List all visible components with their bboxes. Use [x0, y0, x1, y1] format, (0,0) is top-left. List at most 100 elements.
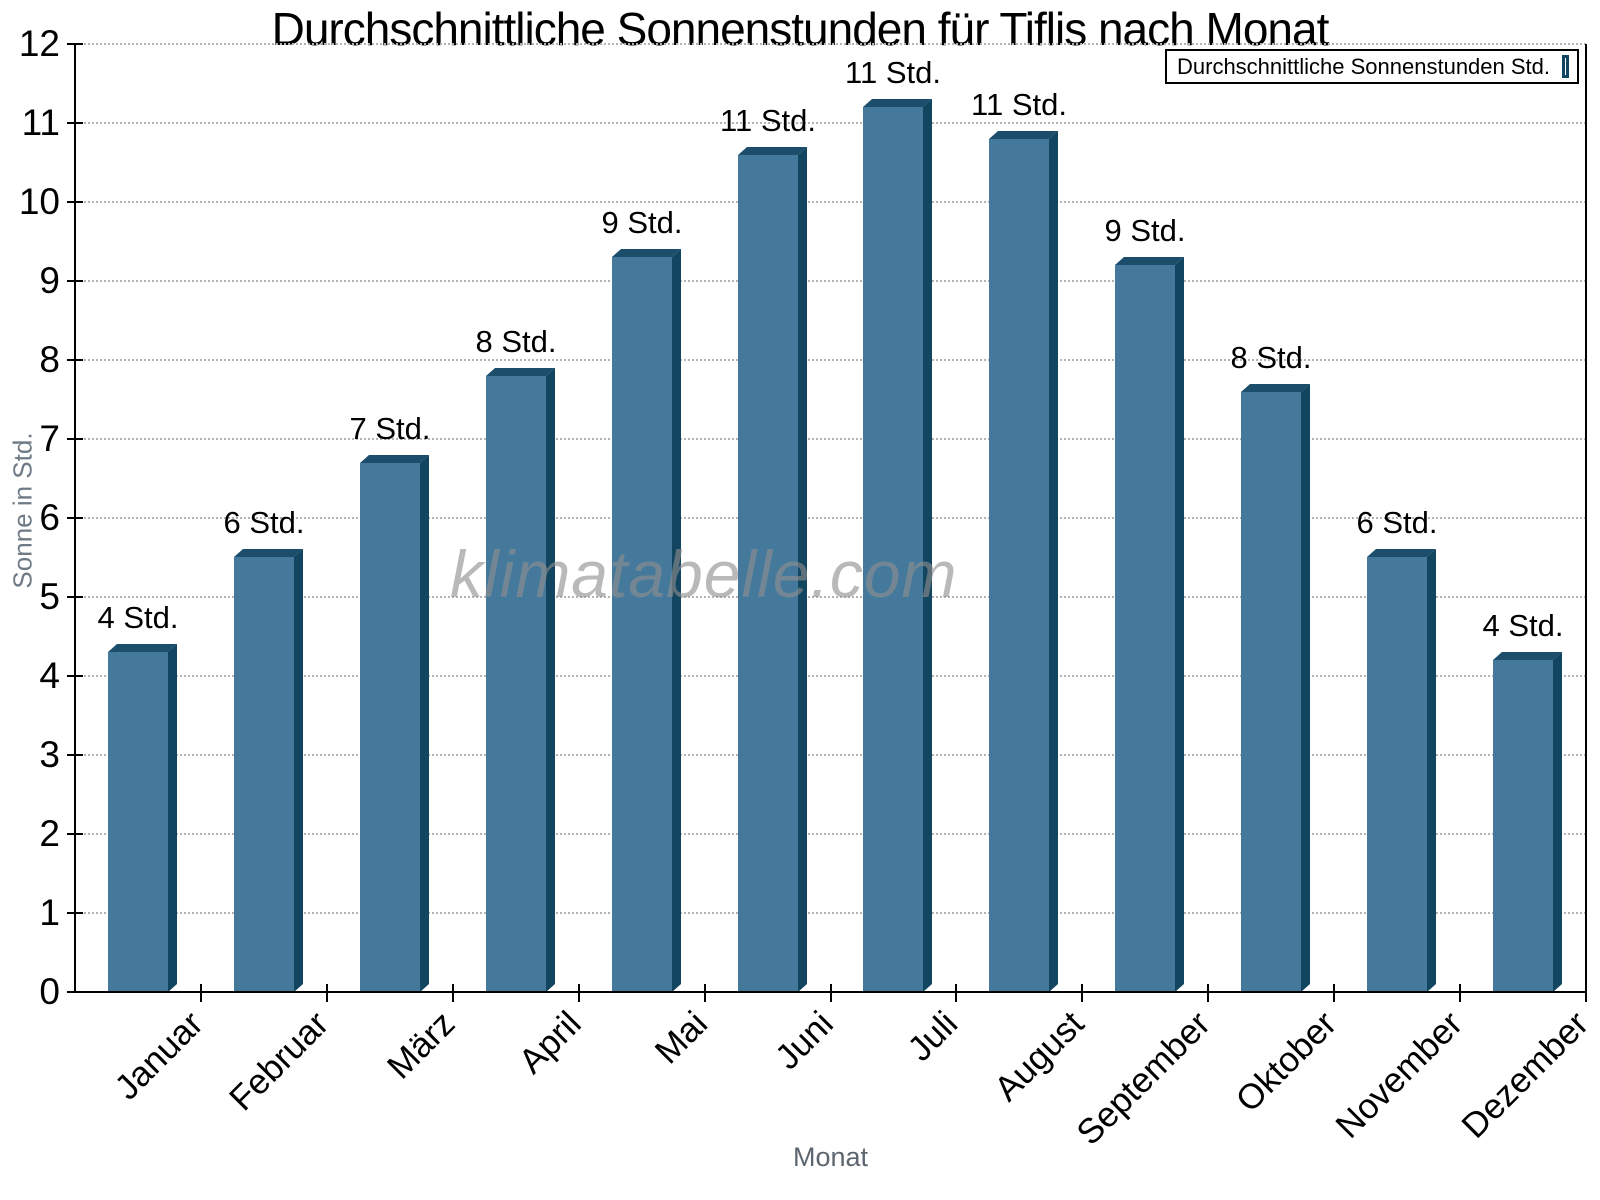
gridline-11 [75, 122, 1586, 124]
x-axis-title: Monat [792, 1142, 869, 1172]
bar-top-face [360, 455, 429, 463]
gridline-4 [75, 675, 1586, 677]
x-category-label-januar: Januar [107, 1004, 211, 1108]
x-tick-1 [200, 984, 202, 1002]
bar-top-face [1367, 549, 1436, 557]
bar-front-face [108, 652, 168, 992]
y-tick-label-8: 8 [39, 339, 60, 380]
gridline-10 [75, 201, 1586, 203]
x-category-label-dezember: Dezember [1453, 1004, 1596, 1146]
y-tick-label-9: 9 [39, 260, 60, 301]
x-tick-6 [830, 984, 832, 1002]
y-tick-label-12: 12 [18, 23, 60, 64]
y-tick-label-5: 5 [39, 576, 60, 617]
gridline-1 [75, 912, 1586, 914]
bar-value-mai: 9 Std. [601, 205, 683, 240]
bar-september [1115, 257, 1184, 992]
bar-side-face [798, 147, 807, 992]
y-tick-label-2: 2 [39, 813, 60, 854]
x-category-label-februar: Februar [222, 1004, 337, 1119]
gridline-7 [75, 438, 1586, 440]
y-tick-label-0: 0 [39, 971, 60, 1012]
x-category-label-april: April [511, 1004, 589, 1082]
bar-value-marz: 7 Std. [349, 411, 431, 446]
bar-juni [738, 147, 807, 992]
bar-side-face [672, 249, 681, 992]
bar-value-april: 8 Std. [475, 324, 557, 359]
x-category-label-juni: Juni [767, 1004, 841, 1077]
bar-top-face [486, 368, 555, 376]
gridline-6 [75, 517, 1586, 519]
legend-label: Durchschnittliche Sonnenstunden Std. [1177, 53, 1551, 79]
bar-top-face [108, 644, 177, 652]
legend-swatch-icon [1562, 55, 1569, 78]
y-tick-label-7: 7 [39, 418, 60, 459]
bar-side-face [1553, 652, 1562, 992]
bar-marz [360, 455, 429, 992]
bar-value-februar: 6 Std. [223, 505, 305, 540]
bar-side-face [168, 644, 177, 992]
bar-front-face [1241, 392, 1301, 992]
bar-front-face [234, 557, 294, 992]
x-tick-11 [1459, 984, 1461, 1002]
x-tick-9 [1207, 984, 1209, 1002]
bar-front-face [360, 463, 420, 992]
bar-side-face [1427, 549, 1436, 992]
bar-side-face [420, 455, 429, 992]
bar-front-face [863, 107, 923, 992]
y-tick-label-6: 6 [39, 497, 60, 538]
bar-front-face [612, 257, 672, 992]
bar-januar [108, 644, 177, 992]
bar-value-juli: 11 Std. [845, 55, 941, 90]
bar-value-dezember: 4 Std. [1482, 608, 1564, 643]
bar-front-face [738, 155, 798, 992]
y-tick-label-3: 3 [39, 734, 60, 775]
y-tick-label-10: 10 [18, 181, 60, 222]
bar-front-face [486, 376, 546, 992]
bar-side-face [294, 549, 303, 992]
bar-november [1367, 549, 1436, 992]
gridline-3 [75, 754, 1586, 756]
bar-value-november: 6 Std. [1356, 505, 1438, 540]
x-category-label-oktober: Oktober [1227, 1004, 1344, 1120]
x-category-label-august: August [986, 1004, 1092, 1109]
bar-top-face [1493, 652, 1562, 660]
x-category-label-november: November [1327, 1004, 1470, 1146]
gridline-5 [75, 596, 1586, 598]
watermark: klimatabelle.com [450, 537, 958, 611]
bar-side-face [1175, 257, 1184, 992]
y-axis-title: Sonne in Std. [7, 432, 38, 589]
bar-front-face [1493, 660, 1553, 992]
bar-value-september: 9 Std. [1104, 213, 1186, 248]
bar-side-face [923, 99, 932, 992]
right-border-line [1585, 44, 1587, 992]
bar-top-face [738, 147, 807, 155]
x-tick-4 [578, 984, 580, 1002]
y-tick-label-1: 1 [39, 892, 60, 933]
chart-title: Durchschnittliche Sonnenstunden für Tifl… [271, 3, 1330, 55]
bar-value-august: 11 Std. [971, 87, 1067, 122]
bar-oktober [1241, 384, 1310, 992]
bar-top-face [863, 99, 932, 107]
bar-mai [612, 249, 681, 992]
y-axis-line [74, 44, 76, 992]
bar-side-face [1049, 131, 1058, 992]
gridline-9 [75, 280, 1586, 282]
bar-value-oktober: 8 Std. [1230, 340, 1312, 375]
x-tick-10 [1333, 984, 1335, 1002]
bar-dezember [1493, 652, 1562, 992]
bar-side-face [546, 368, 555, 992]
x-tick-7 [955, 984, 957, 1002]
x-category-label-september: September [1068, 1004, 1218, 1153]
bar-top-face [234, 549, 303, 557]
x-axis-line [74, 991, 1587, 993]
legend: Durchschnittliche Sonnenstunden Std. [1165, 49, 1579, 84]
bar-april [486, 368, 555, 992]
gridline-12 [75, 43, 1586, 45]
x-tick-2 [326, 984, 328, 1002]
bar-side-face [1301, 384, 1310, 992]
gridline-8 [75, 359, 1586, 361]
bar-front-face [1367, 557, 1427, 992]
gridline-2 [75, 833, 1586, 835]
x-category-label-juli: Juli [900, 1004, 966, 1069]
